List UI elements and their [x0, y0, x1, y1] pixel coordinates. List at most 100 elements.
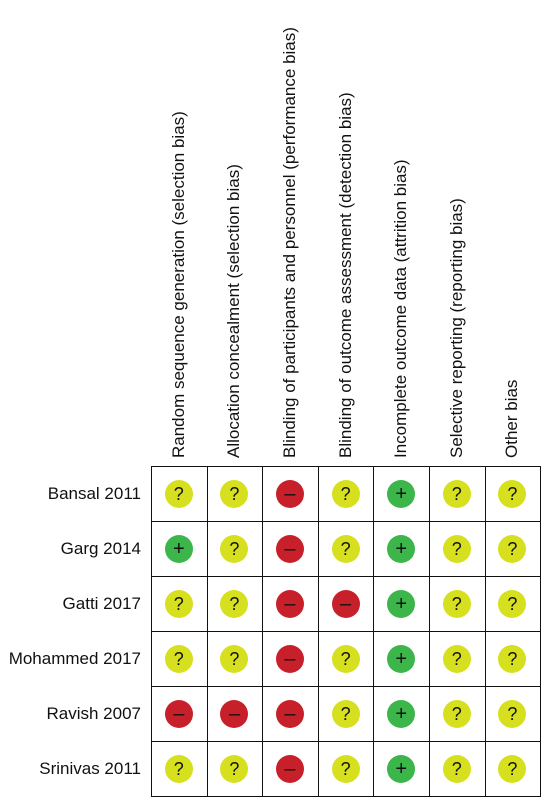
judgement-symbol: +	[395, 702, 408, 725]
judgement-symbol: +	[395, 482, 408, 505]
study-label: Bansal 2011	[47, 483, 141, 503]
minus-circle-icon: –	[275, 479, 304, 508]
question-circle-icon: ?	[331, 699, 360, 728]
question-circle-icon: ?	[220, 589, 249, 618]
judgement-cell: +	[373, 631, 430, 687]
minus-circle-icon: –	[275, 754, 304, 783]
judgement-cell: ?	[429, 686, 486, 742]
judgement-symbol: ?	[173, 593, 184, 614]
judgement-cell: –	[317, 576, 375, 632]
question-circle-icon: ?	[220, 534, 249, 563]
judgement-cell: ?	[429, 631, 486, 687]
question-circle-icon: ?	[498, 534, 527, 563]
question-circle-icon: ?	[164, 754, 193, 783]
question-circle-icon: ?	[331, 534, 360, 563]
question-circle-icon: ?	[442, 754, 471, 783]
judgement-symbol: –	[284, 537, 296, 560]
judgement-cell: ?	[151, 631, 208, 687]
question-circle-icon: ?	[498, 644, 527, 673]
domain-header: Incomplete outcome data (attrition bias)	[391, 159, 411, 458]
judgement-symbol: ?	[229, 758, 240, 779]
judgement-symbol: ?	[507, 593, 518, 614]
judgement-symbol: ?	[340, 483, 351, 504]
plus-circle-icon: +	[387, 699, 416, 728]
domain-header: Selective reporting (reporting bias)	[446, 198, 466, 458]
question-circle-icon: ?	[164, 589, 193, 618]
judgement-symbol: ?	[173, 648, 184, 669]
minus-circle-icon: –	[331, 589, 360, 618]
judgement-cell: +	[373, 686, 430, 742]
minus-circle-icon: –	[275, 644, 304, 673]
domain-header: Blinding of outcome assessment (detectio…	[335, 92, 355, 458]
judgement-symbol: ?	[229, 483, 240, 504]
judgement-cell: –	[262, 466, 319, 522]
question-circle-icon: ?	[442, 699, 471, 728]
judgement-cell: ?	[317, 631, 375, 687]
judgement-cell: ?	[429, 466, 486, 522]
minus-circle-icon: –	[164, 699, 193, 728]
question-circle-icon: ?	[331, 644, 360, 673]
question-circle-icon: ?	[164, 479, 193, 508]
judgement-symbol: –	[284, 647, 296, 670]
question-circle-icon: ?	[498, 479, 527, 508]
judgement-cell: ?	[484, 631, 542, 687]
judgement-symbol: –	[284, 757, 296, 780]
judgement-cell: ?	[206, 631, 264, 687]
judgement-cell: –	[262, 631, 319, 687]
judgement-cell: –	[262, 686, 319, 742]
judgement-symbol: –	[340, 592, 352, 615]
judgement-cell: –	[262, 741, 319, 797]
plus-circle-icon: +	[387, 589, 416, 618]
minus-circle-icon: –	[220, 699, 249, 728]
judgement-cell: ?	[484, 521, 542, 577]
judgement-cell: ?	[206, 466, 264, 522]
study-label: Srinivas 2011	[39, 758, 141, 778]
judgement-symbol: ?	[451, 538, 462, 559]
judgement-symbol: –	[284, 592, 296, 615]
judgement-symbol: –	[284, 482, 296, 505]
judgement-cell: +	[151, 521, 208, 577]
judgement-cell: ?	[317, 466, 375, 522]
plus-circle-icon: +	[387, 479, 416, 508]
judgement-cell: –	[151, 686, 208, 742]
question-circle-icon: ?	[331, 754, 360, 783]
judgement-cell: ?	[429, 576, 486, 632]
judgement-cell: ?	[429, 741, 486, 797]
study-label: Mohammed 2017	[8, 648, 141, 668]
plus-circle-icon: +	[387, 754, 416, 783]
judgement-cell: –	[206, 686, 264, 742]
judgement-symbol: ?	[229, 593, 240, 614]
plus-circle-icon: +	[164, 534, 193, 563]
judgement-symbol: –	[173, 702, 185, 725]
judgement-cell: ?	[206, 576, 264, 632]
judgement-cell: ?	[484, 741, 542, 797]
judgement-symbol: ?	[229, 648, 240, 669]
judgement-symbol: +	[395, 647, 408, 670]
judgement-symbol: ?	[451, 758, 462, 779]
judgement-symbol: ?	[451, 483, 462, 504]
judgement-symbol: ?	[507, 758, 518, 779]
judgement-grid: ?? –? +?? +? –? +???? – – +???? –? +?? – – –? +???? –? +…	[151, 466, 542, 797]
question-circle-icon: ?	[498, 589, 527, 618]
judgement-symbol: ?	[507, 538, 518, 559]
judgement-symbol: ?	[451, 593, 462, 614]
question-circle-icon: ?	[220, 479, 249, 508]
judgement-cell: –	[262, 521, 319, 577]
domain-header: Blinding of participants and personnel (…	[280, 27, 299, 458]
question-circle-icon: ?	[442, 644, 471, 673]
judgement-symbol: ?	[507, 483, 518, 504]
study-label: Garg 2014	[60, 538, 141, 558]
domain-header: Allocation concealment (selection bias)	[224, 164, 244, 458]
judgement-symbol: ?	[173, 758, 184, 779]
judgement-cell: +	[373, 466, 430, 522]
judgement-cell: ?	[429, 521, 486, 577]
judgement-symbol: ?	[451, 648, 462, 669]
question-circle-icon: ?	[442, 479, 471, 508]
judgement-cell: ?	[317, 521, 375, 577]
domain-header: Random sequence generation (selection bi…	[168, 111, 188, 458]
judgement-cell: ?	[206, 521, 264, 577]
plus-circle-icon: +	[387, 534, 416, 563]
minus-circle-icon: –	[275, 589, 304, 618]
question-circle-icon: ?	[498, 699, 527, 728]
